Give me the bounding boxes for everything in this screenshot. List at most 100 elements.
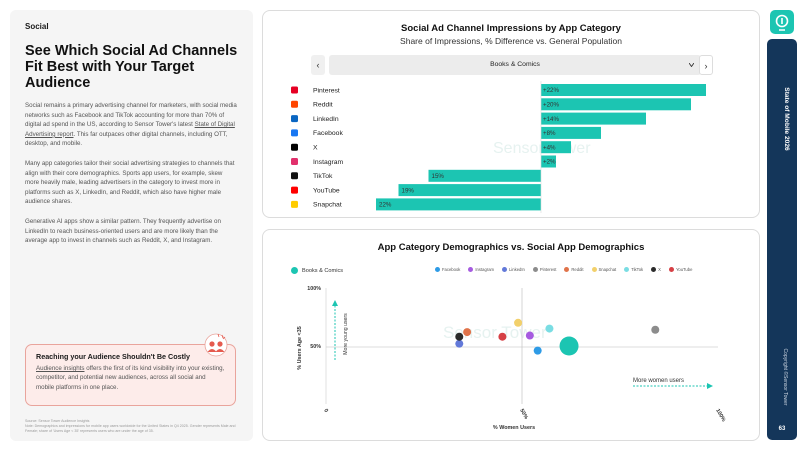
legend-item-facebook: Facebook bbox=[435, 267, 460, 272]
x-tick-label: 100% bbox=[714, 408, 726, 423]
paragraph-intro-text-b: . This far outpaces other digital channe… bbox=[25, 130, 228, 148]
more-young-users-arrow bbox=[332, 300, 338, 360]
channel-label: LinkedIn bbox=[313, 116, 339, 123]
pinterest-icon bbox=[291, 86, 298, 94]
rail-copyright: Copyright ©Sensor Tower bbox=[782, 349, 789, 406]
audience-callout: Reaching your Audience Shouldn't Be Cost… bbox=[25, 333, 236, 406]
bar-x bbox=[541, 141, 571, 154]
x-tick-label: 50% bbox=[518, 408, 529, 421]
point-instagram bbox=[525, 331, 534, 340]
social-app-legend: Facebook Instagram LinkedIn Pinterest Reddit… bbox=[435, 267, 692, 272]
note-line: Note: Demographics and impressions for m… bbox=[25, 424, 236, 433]
legend-item-pinterest: Pinterest bbox=[532, 267, 557, 272]
point-x bbox=[455, 332, 464, 341]
point-youtube bbox=[498, 332, 507, 341]
legend-label: Pinterest bbox=[539, 267, 557, 272]
bar-facebook bbox=[541, 126, 601, 139]
audience-insights-link[interactable]: Audience insights bbox=[36, 365, 85, 372]
facebook-icon bbox=[291, 129, 298, 137]
legend-dot bbox=[468, 267, 474, 272]
paragraph-categories: Many app categories tailor their social … bbox=[25, 159, 235, 206]
legend-label: X bbox=[658, 267, 661, 272]
page-headline: See Which Social Ad Channels Fit Best wi… bbox=[25, 43, 238, 91]
impressions-bar-chart: Sensor Tower Pinterest+22%Reddit+20%Link… bbox=[291, 81, 706, 213]
y-axis-title: % Users Age <35 bbox=[297, 326, 303, 369]
legend-books-comics-label: Books & Comics bbox=[302, 267, 344, 274]
channel-label: Instagram bbox=[313, 159, 344, 166]
legend-item-linkedin: LinkedIn bbox=[502, 267, 525, 272]
legend-label: Instagram bbox=[475, 267, 495, 272]
prev-category-button[interactable]: ‹ bbox=[311, 55, 325, 75]
paragraph-genai: Generative AI apps show a similar patter… bbox=[25, 217, 221, 245]
legend-dot bbox=[591, 267, 597, 272]
right-rail: State of Mobile 2026 Copyright ©Sensor T… bbox=[767, 39, 797, 440]
legend-label: Snapchat bbox=[598, 267, 617, 272]
more-women-users-arrow bbox=[633, 383, 713, 389]
sensor-tower-logo-icon bbox=[775, 14, 789, 31]
category-selector: ‹ Books & Comics › bbox=[311, 55, 713, 75]
point-books-comics bbox=[559, 336, 579, 356]
point-linkedin bbox=[455, 339, 464, 348]
legend-item-reddit: Reddit bbox=[564, 267, 584, 272]
rail-title-text: State of Mobile 2026 bbox=[783, 87, 790, 151]
legend-label: TikTok bbox=[631, 267, 644, 272]
source-note: Source: Sensor Tower Audience Insights N… bbox=[25, 419, 245, 434]
bar-tiktok bbox=[428, 169, 541, 182]
impressions-subtitle: Share of Impressions, % Difference vs. G… bbox=[400, 36, 622, 46]
scatter-watermark: Sensor Tower bbox=[443, 323, 547, 342]
legend-dot bbox=[624, 267, 630, 272]
legend-item-snapchat: Snapchat bbox=[591, 267, 617, 272]
impressions-title: Social Ad Channel Impressions by App Cat… bbox=[401, 23, 621, 34]
youtube-icon bbox=[291, 186, 298, 194]
category-dropdown[interactable]: Books & Comics bbox=[329, 55, 701, 75]
legend-dot bbox=[651, 267, 657, 272]
legend-label: Reddit bbox=[571, 267, 584, 272]
channel-label: Pinterest bbox=[313, 87, 340, 94]
x-tick-label: 0 bbox=[322, 408, 329, 414]
rail-report-title: State of Mobile 2026 bbox=[783, 87, 790, 151]
bar-value-label: 22% bbox=[379, 202, 392, 209]
channel-label: YouTube bbox=[313, 187, 340, 194]
x-icon bbox=[291, 143, 298, 151]
y-tick-label: 50% bbox=[310, 344, 321, 350]
next-category-button[interactable]: › bbox=[699, 55, 713, 75]
bar-snapchat bbox=[376, 198, 541, 211]
more-young-users-label: More young users bbox=[343, 313, 349, 355]
bar-value-label: 19% bbox=[402, 187, 415, 194]
point-tiktok bbox=[545, 324, 554, 333]
legend-books-comics-dot bbox=[291, 267, 298, 274]
bar-value-label: +14% bbox=[543, 116, 559, 123]
point-facebook bbox=[533, 346, 542, 355]
bar-linkedin bbox=[541, 112, 646, 125]
tiktok-icon bbox=[291, 172, 298, 180]
legend-item-x: X bbox=[651, 267, 661, 272]
legend-item-youtube: YouTube bbox=[668, 267, 693, 272]
legend-dot bbox=[435, 267, 440, 272]
channel-label: Reddit bbox=[313, 102, 333, 109]
channel-label: Snapchat bbox=[313, 202, 342, 209]
bar-value-label: 15% bbox=[432, 173, 445, 180]
digital-advertising-report-link[interactable]: State of Digital Advertising report bbox=[25, 121, 235, 138]
legend-label: YouTube bbox=[675, 267, 693, 272]
legend-books-comics: Books & Comics bbox=[291, 267, 343, 274]
rail-copyright-text: Copyright ©Sensor Tower bbox=[782, 349, 789, 406]
more-women-users-label: More women users bbox=[633, 378, 684, 384]
bar-value-label: +20% bbox=[543, 102, 559, 109]
bar-youtube bbox=[398, 184, 541, 197]
page-number: 63 bbox=[778, 426, 786, 432]
point-reddit bbox=[463, 328, 472, 337]
legend-label: Facebook bbox=[442, 267, 461, 272]
legend-item-tiktok: TikTok bbox=[624, 267, 643, 272]
audience-people-icon bbox=[204, 333, 228, 357]
demographics-card: App Category Demographics vs. Social App… bbox=[262, 229, 760, 441]
bar-value-label: +8% bbox=[543, 130, 556, 137]
linkedin-icon bbox=[291, 115, 298, 123]
point-pinterest bbox=[651, 325, 660, 334]
left-panel: Social See Which Social Ad Channels Fit … bbox=[10, 10, 253, 441]
channel-label: Facebook bbox=[313, 130, 343, 137]
x-axis-title: % Women Users bbox=[493, 425, 535, 431]
legend-dot bbox=[564, 267, 570, 272]
channel-label: TikTok bbox=[313, 173, 333, 180]
demographics-scatter-chart: Sensor Tower 100% 50% 0 50% 100% % Users Age <… bbox=[297, 286, 726, 431]
